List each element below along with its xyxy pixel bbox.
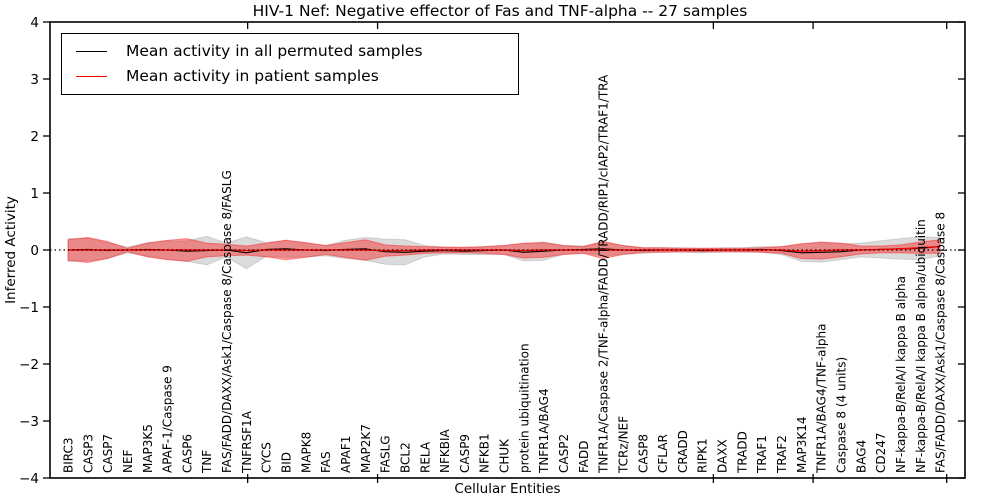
y-tick-label: 1	[30, 186, 39, 202]
x-tick-label: RIPK1	[696, 438, 710, 473]
x-tick-label: APAF-1/Caspase 9	[161, 365, 175, 473]
x-tick-label: APAF1	[339, 436, 353, 473]
legend-entry-patient: Mean activity in patient samples	[62, 68, 518, 85]
x-tick-label: TNF	[200, 450, 214, 474]
y-tick-label: −1	[19, 300, 39, 316]
legend-label-patient: Mean activity in patient samples	[126, 67, 379, 86]
x-tick-label: CYCS	[260, 442, 274, 473]
x-tick-label: CASP6	[180, 434, 194, 473]
y-tick-label: 2	[30, 129, 39, 145]
x-tick-label: TCRz/NEF	[616, 416, 630, 474]
legend-black-line-sample	[76, 50, 107, 52]
x-tick-label: MAP3K5	[141, 424, 155, 473]
x-tick-label: BID	[280, 452, 294, 473]
x-tick-label: TNFR1A/BAG4/TNF-alpha	[815, 324, 829, 474]
y-tick-label: −3	[19, 414, 39, 430]
x-tick-label: CASP2	[557, 434, 571, 473]
y-tick-label: 4	[30, 15, 39, 31]
x-tick-label: NFKB1	[478, 433, 492, 473]
x-tick-label: CASP3	[81, 434, 95, 473]
x-tick-label: Caspase 8 (4 units)	[834, 357, 848, 473]
x-tick-label: FAS/FADD/DAXX/Ask1/Caspase 8/Caspase 8/F…	[220, 170, 234, 473]
x-tick-label: TNFR1A/Caspase 2/TNF-alpha/FADD/TRADD/RI…	[597, 74, 611, 474]
x-tick-label: TRAF1	[755, 435, 769, 474]
x-tick-label: protein ubiquitination	[517, 343, 531, 473]
x-tick-label: NEF	[121, 449, 135, 473]
x-tick-label: MAPK8	[299, 432, 313, 473]
x-tick-label: CASP8	[636, 434, 650, 473]
x-tick-label: TRADD	[735, 431, 749, 474]
x-axis-label: Cellular Entities	[454, 481, 561, 497]
y-tick-label: 3	[30, 72, 39, 88]
x-tick-label: BAG4	[854, 440, 868, 473]
x-tick-label: TNFRSF1A	[240, 410, 254, 474]
y-tick-label: 0	[30, 243, 39, 259]
permuted-std-band	[67, 235, 941, 270]
chart-title: HIV-1 Nef: Negative effector of Fas and …	[252, 2, 748, 20]
y-axis-label: Inferred Activity	[3, 196, 19, 304]
legend: Mean activity in all permuted samples Me…	[61, 33, 519, 95]
x-tick-label: RELA	[418, 441, 432, 473]
x-tick-label: FAS/FADD/DAXX/Ask1/Caspase 8/Caspase 8	[934, 212, 948, 473]
x-tick-label: MAP2K7	[359, 424, 373, 473]
x-tick-label: MAP3K14	[795, 416, 809, 473]
x-tick-label: FAS	[319, 451, 333, 473]
x-tick-label: CASP9	[458, 434, 472, 473]
legend-label-permuted: Mean activity in all permuted samples	[126, 41, 423, 60]
y-tick-label: −2	[19, 357, 39, 373]
x-tick-label: NFKBIA	[438, 428, 452, 473]
x-tick-label: CD247	[874, 432, 888, 473]
y-tick-label: −4	[19, 471, 39, 487]
x-tick-label: TRAF2	[775, 435, 789, 474]
x-tick-label: BCL2	[398, 442, 412, 473]
x-tick-label: CRADD	[676, 430, 690, 473]
x-tick-label: TNFR1A/BAG4	[537, 388, 551, 474]
x-tick-label: FASLG	[379, 435, 393, 473]
x-tick-label: BIRC3	[62, 437, 76, 473]
legend-red-line-sample	[76, 76, 107, 78]
x-tick-label: NF-kappa-B/RelA/I kappa B alpha/ubiquiti…	[914, 219, 928, 473]
x-tick-label: DAXX	[716, 439, 730, 473]
x-tick-label: FADD	[577, 441, 591, 474]
x-tick-label: NF-kappa-B/RelA/I kappa B alpha	[894, 276, 908, 473]
x-tick-label: CHUK	[498, 438, 512, 473]
x-tick-label: CASP7	[101, 434, 115, 473]
legend-entry-permuted: Mean activity in all permuted samples	[62, 41, 518, 60]
x-tick-label: CFLAR	[656, 434, 670, 473]
